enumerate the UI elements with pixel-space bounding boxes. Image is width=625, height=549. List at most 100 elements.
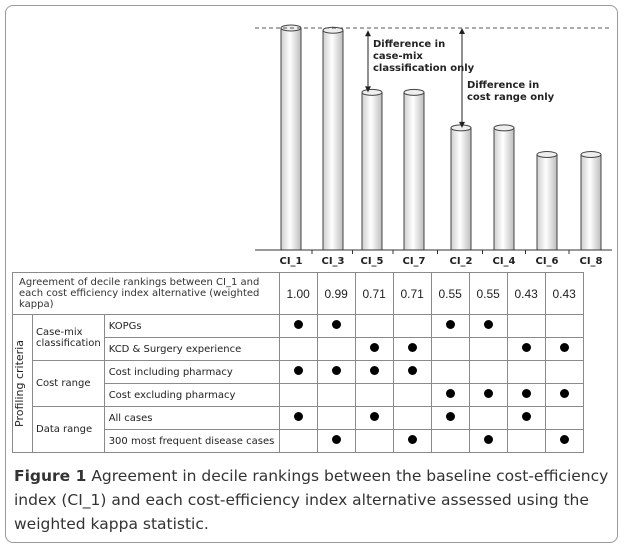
- cost-range-arrow-head-bottom: [459, 121, 465, 128]
- criteria-mark-cell: [544, 429, 584, 453]
- bullet-mark: [369, 412, 379, 421]
- case-mix-arrow-head-top: [365, 30, 371, 37]
- figure-caption: Figure 1 Agreement in decile rankings be…: [14, 464, 614, 536]
- criteria-option-label: Cost including pharmacy: [103, 360, 280, 384]
- table-row: Cost excluding pharmacy: [13, 383, 584, 407]
- bullet-mark: [331, 435, 341, 444]
- bullet-mark: [407, 435, 417, 444]
- bullet-mark: [293, 320, 303, 329]
- agreement-header-label: Agreement of decile rankings between CI_…: [12, 272, 280, 315]
- criteria-category: Case-mix classification: [32, 314, 105, 361]
- criteria-mark-cell: [468, 337, 508, 361]
- bar-ci-3: [322, 29, 344, 251]
- x-tick-label: CI_8: [579, 256, 602, 267]
- x-tick-label: CI_1: [279, 256, 302, 267]
- criteria-mark-cell: [544, 360, 584, 384]
- bar-top-ci-7: [403, 88, 425, 96]
- criteria-mark-cell: [506, 429, 546, 453]
- bullet-mark: [445, 412, 455, 421]
- criteria-mark-cell: [506, 406, 546, 430]
- bars-group: [280, 24, 602, 251]
- criteria-mark-cell: [316, 337, 356, 361]
- criteria-mark-cell: [316, 429, 356, 453]
- criteria-mark-cell: [316, 314, 356, 338]
- profiling-criteria-cell: Profiling criteria: [12, 314, 33, 453]
- kappa-value: 1.00: [278, 272, 318, 315]
- criteria-mark-cell: [430, 429, 470, 453]
- case-mix-annotation-text: Difference in case-mix classification only: [373, 39, 475, 74]
- bar-ci-8: [580, 154, 602, 251]
- bullet-mark: [407, 366, 417, 375]
- criteria-mark-cell: [430, 360, 470, 384]
- bullet-mark: [293, 412, 303, 421]
- criteria-mark-cell: [430, 406, 470, 430]
- criteria-mark-cell: [392, 383, 432, 407]
- table-row: KCD & Surgery experience: [13, 337, 584, 361]
- criteria-mark-cell: [430, 383, 470, 407]
- bullet-mark: [483, 389, 493, 398]
- criteria-mark-cell: [278, 406, 318, 430]
- bar-chart: Difference in case-mix classification only…: [255, 24, 612, 267]
- criteria-mark-cell: [468, 314, 508, 338]
- kappa-value: 0.55: [430, 272, 470, 315]
- bullet-mark: [445, 320, 455, 329]
- bullet-mark: [331, 320, 341, 329]
- criteria-option-label: KOPGs: [103, 314, 280, 338]
- bullet-mark: [521, 412, 531, 421]
- criteria-mark-cell: [278, 383, 318, 407]
- annotations-group: Difference in case-mix classification only…: [365, 28, 555, 128]
- bullet-mark: [369, 366, 379, 375]
- criteria-mark-cell: [468, 360, 508, 384]
- criteria-mark-cell: [354, 337, 394, 361]
- criteria-option-label: KCD & Surgery experience: [103, 337, 280, 361]
- table-header-row: Agreement of decile rankings between CI_…: [12, 272, 584, 315]
- criteria-mark-cell: [278, 429, 318, 453]
- criteria-mark-cell: [544, 337, 584, 361]
- profiling-table: Agreement of decile rankings between CI_…: [12, 272, 584, 453]
- criteria-mark-cell: [392, 314, 432, 338]
- criteria-mark-cell: [278, 314, 318, 338]
- criteria-mark-cell: [468, 406, 508, 430]
- case-mix-arrow-head-bottom: [365, 86, 371, 93]
- kappa-value: 0.55: [468, 272, 508, 315]
- bullet-mark: [293, 366, 303, 375]
- criteria-option-label: Cost excluding pharmacy: [103, 383, 280, 407]
- bullet-mark: [369, 343, 379, 352]
- x-tick-label: CI_2: [449, 256, 472, 267]
- criteria-mark-cell: [392, 429, 432, 453]
- category-ticks-group: CI_1 CI_3 CI_5 CI_7 CI_2 CI_4 CI_6 CI_8: [279, 250, 603, 267]
- criteria-mark-cell: [354, 406, 394, 430]
- criteria-mark-cell: [316, 360, 356, 384]
- bar-top-ci-8: [580, 151, 602, 159]
- bullet-mark: [559, 343, 569, 352]
- criteria-mark-cell: [392, 360, 432, 384]
- table-row: Cost range Cost including pharmacy: [13, 360, 584, 407]
- kappa-value: 0.43: [506, 272, 546, 315]
- bullet-mark: [559, 435, 569, 444]
- bar-ci-1: [280, 27, 302, 251]
- bullet-mark: [483, 435, 493, 444]
- caption-label: Figure 1: [14, 467, 87, 485]
- criteria-mark-cell: [392, 337, 432, 361]
- table-row: 300 most frequent disease cases: [13, 429, 584, 453]
- criteria-mark-cell: [278, 337, 318, 361]
- kappa-value: 0.43: [544, 272, 584, 315]
- criteria-mark-cell: [506, 337, 546, 361]
- bar-ci-4: [493, 127, 515, 251]
- bar-ci-7: [403, 91, 425, 251]
- criteria-option-label: All cases: [103, 406, 280, 430]
- criteria-mark-cell: [430, 314, 470, 338]
- criteria-mark-cell: [544, 406, 584, 430]
- x-tick-label: CI_4: [492, 256, 515, 267]
- bullet-mark: [483, 320, 493, 329]
- bullet-mark: [445, 389, 455, 398]
- criteria-category: Cost range: [32, 360, 105, 407]
- bullet-mark: [407, 343, 417, 352]
- profiling-criteria-label: Profiling criteria: [13, 340, 26, 427]
- criteria-mark-cell: [392, 406, 432, 430]
- cost-range-annotation-text: Difference in cost range only: [467, 80, 555, 103]
- kappa-value: 0.71: [392, 272, 432, 315]
- criteria-mark-cell: [544, 314, 584, 338]
- criteria-mark-cell: [468, 383, 508, 407]
- bar-ci-6: [536, 154, 558, 251]
